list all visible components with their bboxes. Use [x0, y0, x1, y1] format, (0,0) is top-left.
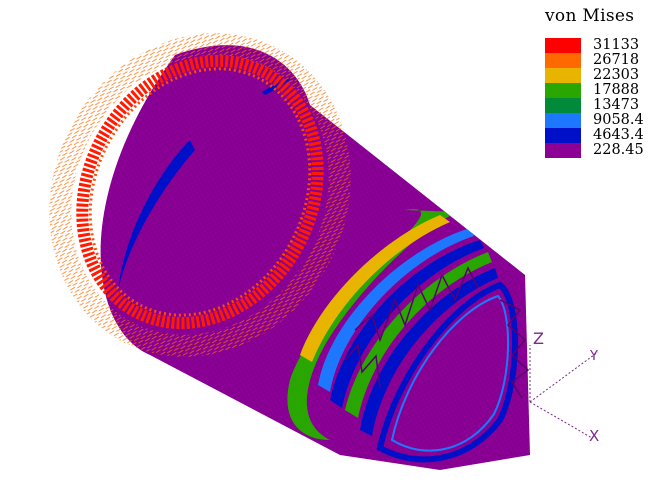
legend-row: 31133	[545, 38, 663, 53]
band-blue-2	[360, 268, 498, 436]
cylinder-model	[49, 33, 530, 470]
axis-label-y: Y	[589, 349, 598, 364]
legend-swatch	[545, 38, 581, 53]
legend-title: von Mises	[545, 6, 635, 26]
axis-triad	[529, 345, 599, 439]
legend-row: 4643.4	[545, 128, 663, 143]
legend-row: 228.45	[545, 143, 663, 158]
y-axis-line	[529, 351, 599, 403]
band-yellow	[300, 215, 450, 362]
legend-swatch	[545, 53, 581, 68]
color-legend: 31133 26718 22303 17888 13473 9058.4 4643.4 228…	[545, 38, 663, 158]
legend-row: 17888	[545, 83, 663, 98]
x-axis-line	[529, 401, 593, 439]
inner-blue-streak	[118, 140, 195, 290]
axis-label-z: Z	[533, 329, 544, 348]
legend-row: 26718	[545, 53, 663, 68]
legend-value: 9058.4	[593, 112, 644, 128]
legend-swatch	[545, 98, 581, 113]
band-blue-1	[330, 240, 484, 408]
legend-swatch	[545, 83, 581, 98]
axis-label-x: X	[589, 427, 599, 445]
legend-value: 22303	[593, 67, 640, 83]
legend-value: 13473	[593, 97, 640, 113]
legend-row: 9058.4	[545, 113, 663, 128]
legend-value: 26718	[593, 52, 640, 68]
legend-swatch	[545, 68, 581, 83]
legend-value: 31133	[593, 37, 640, 53]
legend-swatch	[545, 128, 581, 143]
band-cyan	[318, 228, 474, 392]
legend-value: 228.45	[593, 142, 644, 158]
legend-row: 13473	[545, 98, 663, 113]
rim-red-inner	[88, 67, 312, 317]
legend-value: 17888	[593, 82, 640, 98]
legend-swatch	[545, 143, 581, 158]
legend-row: 22303	[545, 68, 663, 83]
rim-red-ring	[76, 54, 324, 330]
tooth-marks	[344, 266, 530, 399]
band-green-inner	[345, 252, 492, 418]
far-end-rim-cyan	[390, 294, 509, 452]
rim-vectors-outer	[49, 33, 351, 357]
legend-value: 4643.4	[593, 127, 644, 143]
legend-swatch	[545, 113, 581, 128]
